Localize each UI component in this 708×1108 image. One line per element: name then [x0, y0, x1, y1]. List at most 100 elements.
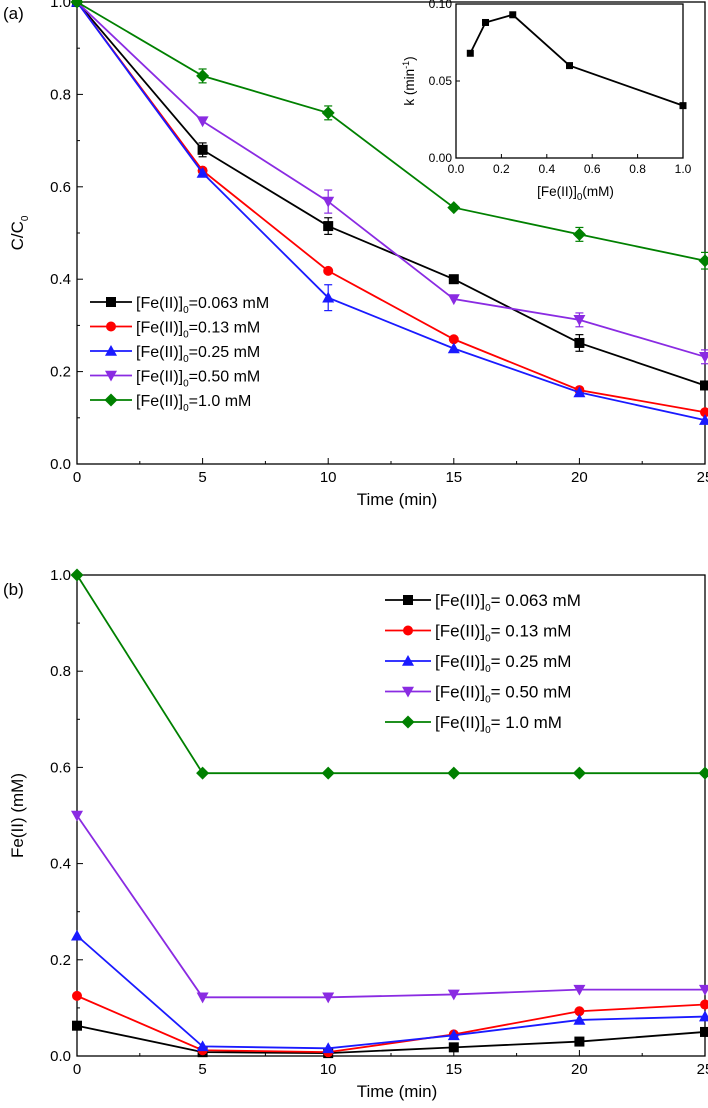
- b-point-0.063: [574, 1036, 585, 1047]
- b-x-tick-label: 0: [73, 1061, 81, 1078]
- a-legend-label-0.13: [Fe(II)]0=0.13 mM: [136, 320, 260, 341]
- inset-point: [509, 11, 517, 19]
- a-legend-marker-1.0: [104, 393, 118, 407]
- b-point-1.0: [572, 766, 586, 780]
- panel-a-legend: [Fe(II)]0=0.063 mM [Fe(II)]0=0.13 mM [Fe(I…: [90, 295, 269, 414]
- inset-point: [482, 18, 490, 26]
- b-point-0.25: [322, 1042, 335, 1054]
- panel-b-plot-area: [70, 568, 708, 1059]
- a-point-1.0: [70, 0, 84, 9]
- panel-a-label: (a): [3, 4, 24, 23]
- inset-x-tick-label: 0.0: [448, 162, 465, 176]
- a-point-0.063: [574, 337, 585, 348]
- inset-point: [466, 49, 474, 57]
- a-series-line-0.25: [76, 1, 706, 421]
- b-y-tick-label: 1.0: [50, 567, 71, 584]
- b-point-0.25: [196, 1040, 209, 1052]
- a-y-tick-label: 0.8: [50, 86, 71, 103]
- a-x-tick-label: 10: [320, 469, 337, 486]
- b-point-0.50: [71, 810, 83, 822]
- b-legend-label-0.063: [Fe(II)]0= 0.063 mM: [435, 591, 581, 614]
- b-y-tick-label: 0.2: [50, 952, 71, 969]
- b-point-0.50: [573, 984, 586, 996]
- b-x-axis-title: Time (min): [357, 1082, 438, 1101]
- a-legend-label-1.0: [Fe(II)]0=1.0 mM: [136, 393, 251, 414]
- a-x-tick-label: 0: [73, 469, 81, 486]
- a-legend-marker-0.13: [106, 321, 116, 332]
- a-point-0.13: [448, 334, 459, 345]
- a-x-axis-title: Time (min): [357, 490, 438, 509]
- b-legend-label-0.13: [Fe(II)]0= 0.13 mM: [435, 622, 571, 645]
- panel-a-plot-area: [70, 0, 708, 425]
- a-point-0.50: [322, 196, 335, 208]
- a-point-0.13: [700, 407, 708, 418]
- a-point-0.063: [197, 144, 208, 155]
- inset-y-axis-title: k (min-1): [401, 56, 417, 105]
- a-legend-marker-0.50: [105, 370, 117, 382]
- a-series-line-0.13: [76, 1, 706, 414]
- b-y-tick-label: 0.4: [50, 856, 71, 873]
- b-point-1.0: [321, 766, 335, 780]
- a-point-1.0: [572, 227, 586, 241]
- b-y-tick-label: 0.8: [50, 663, 71, 680]
- b-legend-marker-0.25: [402, 655, 414, 666]
- panel-a-chart: (a) 0 5 10 15 20 25 0.0 0.2 0.4 0.6 0.8 1.0 Time (mi…: [3, 0, 708, 509]
- b-point-0.063: [72, 1020, 82, 1031]
- b-y-axis-title: Fe(II) (mM): [8, 773, 27, 858]
- b-point-0.063: [700, 1026, 708, 1037]
- b-x-tick-label: 10: [320, 1061, 337, 1078]
- a-legend-marker-0.063: [106, 297, 116, 307]
- b-point-0.13: [574, 1006, 585, 1017]
- panel-a-inset-chart: 0.0 0.2 0.4 0.6 0.8 1.0 0.00 0.05 0.10 [Fe(II)]0(…: [401, 0, 692, 203]
- panel-a-axes: 0 5 10 15 20 25 0.0 0.2 0.4 0.6 0.8 1.0 Time (min) C/…: [8, 0, 708, 509]
- b-legend-marker-0.13: [403, 625, 413, 636]
- b-point-1.0: [698, 766, 708, 780]
- a-point-0.25: [573, 386, 586, 398]
- b-legend-label-1.0: [Fe(II)]0= 1.0 mM: [435, 713, 562, 736]
- a-point-1.0: [698, 254, 708, 268]
- a-y-axis-title: C/C0: [8, 215, 31, 250]
- inset-y-tick-label: 0.00: [429, 151, 453, 165]
- a-x-tick-label: 15: [445, 469, 462, 486]
- a-point-0.13: [323, 265, 334, 276]
- inset-y-tick-label: 0.10: [429, 0, 453, 11]
- inset-x-tick-label: 0.4: [538, 162, 555, 176]
- panel-b-legend: [Fe(II)]0= 0.063 mM [Fe(II)]0= 0.13 mM [Fe…: [385, 591, 581, 736]
- a-point-1.0: [321, 106, 335, 120]
- a-x-tick-label: 25: [697, 469, 708, 486]
- b-series-line-0.25: [76, 935, 706, 1050]
- a-legend-label-0.25: [Fe(II)]0=0.25 mM: [136, 344, 260, 365]
- inset-x-tick-label: 0.6: [584, 162, 601, 176]
- b-series-line-0.063: [76, 1024, 706, 1055]
- b-point-0.50: [196, 992, 209, 1004]
- a-point-1.0: [447, 201, 461, 215]
- b-x-tick-label: 20: [571, 1061, 588, 1078]
- panel-b-axes: 0 5 10 15 20 25 0.0 0.2 0.4 0.6 0.8 1.0 Time (min) Fe…: [8, 567, 708, 1101]
- panel-b-label: (b): [3, 580, 24, 599]
- b-legend-label-0.50: [Fe(II)]0= 0.50 mM: [435, 683, 571, 706]
- b-point-1.0: [70, 568, 84, 582]
- a-y-tick-label: 0.4: [50, 271, 71, 288]
- a-point-0.50: [699, 352, 708, 363]
- b-legend-marker-0.50: [402, 686, 414, 698]
- b-point-0.25: [699, 1010, 708, 1022]
- a-y-tick-label: 0.6: [50, 179, 71, 196]
- b-point-0.25: [447, 1029, 460, 1041]
- a-y-tick-label: 0.2: [50, 364, 71, 381]
- b-y-tick-label: 0.0: [50, 1048, 71, 1065]
- a-point-0.25: [322, 291, 335, 303]
- a-point-0.25: [699, 414, 708, 425]
- a-point-0.50: [447, 294, 460, 306]
- inset-x-tick-label: 0.8: [629, 162, 646, 176]
- inset-x-tick-label: 0.2: [493, 162, 510, 176]
- a-x-tick-label: 5: [198, 469, 206, 486]
- b-point-1.0: [447, 766, 461, 780]
- b-x-tick-label: 5: [198, 1061, 206, 1078]
- inset-y-tick-label: 0.05: [429, 74, 453, 88]
- b-point-0.50: [322, 992, 335, 1004]
- inset-point: [566, 62, 573, 70]
- a-legend-label-0.50: [Fe(II)]0=0.50 mM: [136, 369, 260, 390]
- b-x-tick-label: 15: [445, 1061, 462, 1078]
- b-point-0.063: [448, 1042, 459, 1053]
- a-series-line-0.50: [76, 1, 706, 358]
